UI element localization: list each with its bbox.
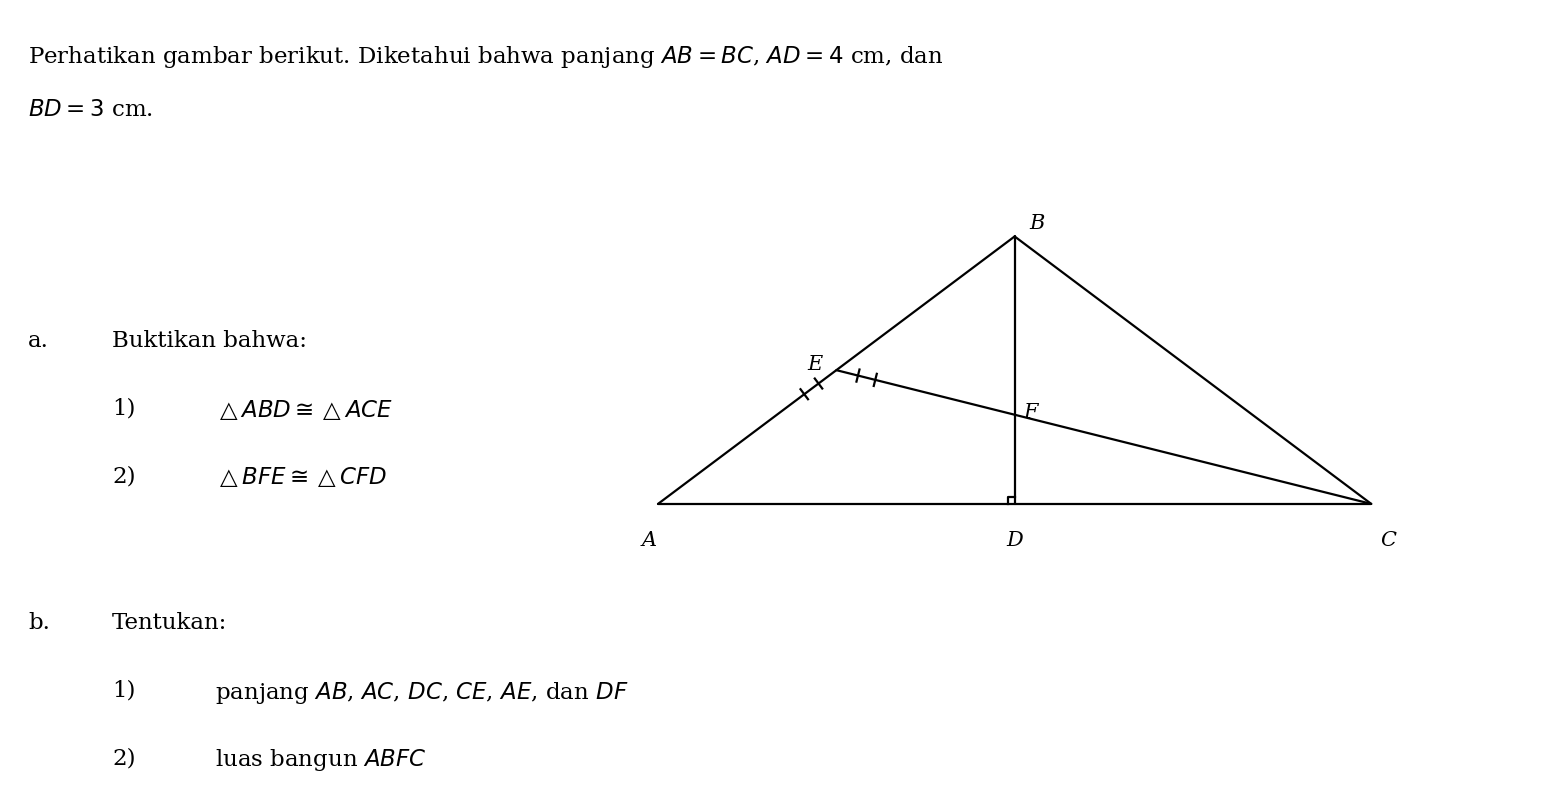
Text: 1): 1) xyxy=(112,680,135,702)
Text: B: B xyxy=(1029,214,1044,233)
Text: $\triangle BFE \cong \triangle CFD$: $\triangle BFE \cong \triangle CFD$ xyxy=(215,465,387,489)
Text: 1): 1) xyxy=(112,398,135,420)
Text: Buktikan bahwa:: Buktikan bahwa: xyxy=(112,330,307,352)
Text: Perhatikan gambar berikut. Diketahui bahwa panjang $AB = BC$, $AD = 4$ cm, dan: Perhatikan gambar berikut. Diketahui bah… xyxy=(28,44,943,70)
Text: A: A xyxy=(641,530,657,549)
Text: 2): 2) xyxy=(112,747,135,770)
Text: panjang $AB$, $AC$, $DC$, $CE$, $AE$, dan $DF$: panjang $AB$, $AC$, $DC$, $CE$, $AE$, da… xyxy=(215,680,629,706)
Text: $BD = 3$ cm.: $BD = 3$ cm. xyxy=(28,99,152,122)
Text: C: C xyxy=(1380,530,1396,549)
Text: Tentukan:: Tentukan: xyxy=(112,612,227,634)
Text: F: F xyxy=(1024,403,1038,422)
Text: b.: b. xyxy=(28,612,50,634)
Text: $\triangle ABD \cong \triangle ACE$: $\triangle ABD \cong \triangle ACE$ xyxy=(215,398,392,421)
Text: a.: a. xyxy=(28,330,48,352)
Text: D: D xyxy=(1007,530,1022,549)
Text: E: E xyxy=(808,355,822,374)
Text: 2): 2) xyxy=(112,465,135,487)
Text: luas bangun $ABFC$: luas bangun $ABFC$ xyxy=(215,747,426,774)
